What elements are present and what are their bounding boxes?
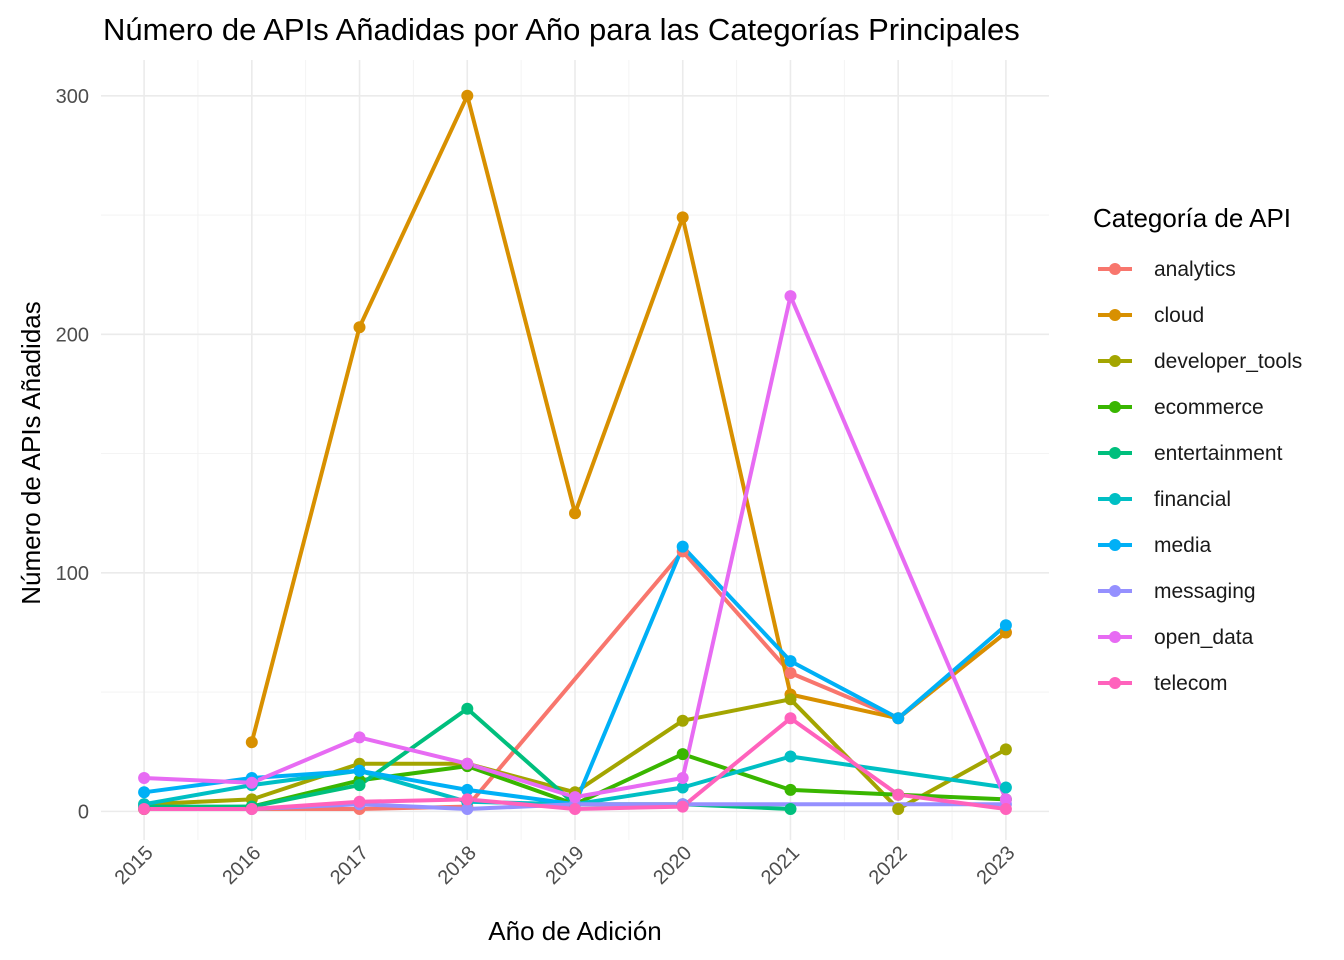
data-point-ecommerce [784,783,797,796]
y-tick-label: 200 [56,324,89,346]
y-tick-label: 300 [56,86,89,108]
data-point-media [784,655,797,668]
data-point-telecom [676,800,689,813]
data-point-entertainment [784,803,797,815]
legend-label: developer_tools [1154,350,1302,373]
legend-item-cloud: cloud [1098,304,1204,327]
x-tick-label: 2016 [218,842,265,889]
y-tick-label: 100 [56,563,89,585]
legend-item-messaging: messaging [1098,580,1256,603]
plot-grid [101,60,1049,840]
legend-label: media [1154,534,1212,557]
data-point-open_data [461,757,474,770]
legend-item-entertainment: entertainment [1098,442,1283,465]
data-point-open_data [676,772,689,784]
y-axis-title: Número de APIs Añadidas [16,301,46,605]
series-line-cloud [249,93,1008,745]
legend-title: Categoría de API [1093,203,1291,233]
legend-key-point [1109,355,1121,367]
legend-label: open_data [1154,626,1254,649]
data-point-open_data [138,772,151,784]
data-point-financial [784,750,797,763]
data-point-cloud [353,321,366,334]
x-tick-label: 2017 [326,842,373,889]
x-tick-label: 2015 [111,842,158,889]
legend-item-open_data: open_data [1098,626,1254,649]
legend-label: ecommerce [1154,396,1264,419]
x-axis-ticks: 2015 2016 2017 2018 2019 2020 2021 2022 2023 [111,842,1020,889]
series-points [138,89,1012,815]
data-point-media [461,783,474,796]
legend-key-point [1109,677,1121,689]
data-point-developer_tools [784,693,797,706]
legend-label: messaging [1154,580,1256,603]
data-point-telecom [461,793,474,806]
y-tick-label: 0 [78,801,89,823]
data-point-telecom [569,803,581,815]
data-point-developer_tools [999,743,1012,756]
data-point-financial [676,781,689,794]
legend-key-point [1109,309,1121,321]
data-point-media [138,786,151,799]
legend-label: cloud [1154,304,1204,327]
data-point-open_data [999,793,1012,806]
legend-label: financial [1154,488,1231,511]
data-point-entertainment [461,702,474,715]
data-point-media [999,619,1012,632]
data-point-telecom [784,712,797,725]
y-axis-ticks: 0 100 200 300 [56,86,89,824]
chart-title: Número de APIs Añadidas por Año para las… [103,12,1020,47]
data-point-open_data [569,791,581,804]
data-point-messaging [461,803,474,815]
legend-key-point [1109,401,1121,413]
legend-items: analytics cloud developer_tools ecommerce en… [1098,258,1302,695]
legend-key-point [1109,585,1121,597]
data-point-media [676,540,689,553]
data-point-open_data [245,776,258,789]
data-point-telecom [892,788,905,801]
legend-key-point [1109,539,1121,551]
data-point-cloud [461,89,474,102]
data-point-entertainment [353,779,366,792]
legend-key-point [1109,263,1121,275]
x-tick-label: 2022 [865,842,912,889]
data-point-media [892,712,905,725]
data-point-telecom [138,803,151,815]
data-point-developer_tools [676,714,689,727]
legend-key-point [1109,631,1121,643]
data-point-telecom [999,803,1012,815]
x-tick-label: 2018 [434,842,481,889]
legend-label: analytics [1154,258,1236,281]
legend-item-ecommerce: ecommerce [1098,396,1264,419]
legend-item-telecom: telecom [1098,672,1228,695]
data-point-open_data [353,731,366,744]
legend-label: telecom [1154,672,1228,695]
data-point-cloud [569,507,581,520]
legend-label: entertainment [1154,442,1283,465]
x-tick-label: 2021 [757,842,804,889]
legend-key-point [1109,447,1121,459]
data-point-telecom [245,803,258,815]
data-point-media [353,764,366,777]
legend-item-financial: financial [1098,488,1231,511]
series-line-open_data [142,294,1008,802]
data-point-developer_tools [892,803,905,815]
legend: Categoría de API analytics cloud developer… [1093,203,1302,695]
data-point-ecommerce [676,748,689,761]
data-point-financial [999,781,1012,794]
x-axis-title: Año de Adición [488,916,661,946]
legend-item-analytics: analytics [1098,258,1236,281]
legend-key-point [1109,493,1121,505]
x-tick-label: 2019 [542,842,589,889]
x-tick-label: 2020 [649,842,696,889]
data-point-cloud [676,211,689,224]
x-tick-label: 2023 [972,842,1019,889]
data-point-analytics [784,667,797,679]
legend-item-media: media [1098,534,1212,557]
legend-item-developer_tools: developer_tools [1098,350,1302,373]
data-point-cloud [245,736,258,749]
data-point-open_data [784,290,797,303]
data-point-telecom [353,795,366,808]
